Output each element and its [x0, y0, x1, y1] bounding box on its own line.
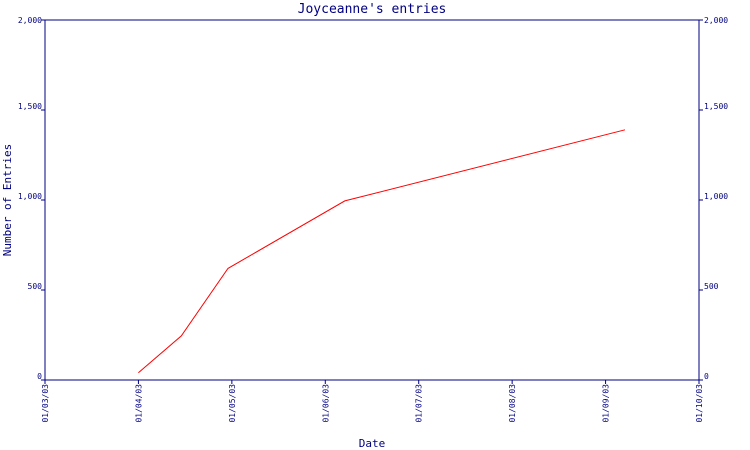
x-tick-label: 01/08/03 — [508, 384, 517, 423]
x-tick-label: 01/09/03 — [602, 384, 611, 423]
y-tick-label-right: 1,000 — [704, 192, 728, 201]
chart-title: Joyceanne's entries — [298, 2, 447, 17]
y-tick-label-left: 1,500 — [18, 102, 42, 111]
x-axis-label: Date — [359, 437, 386, 450]
plot-frame — [44, 19, 700, 381]
x-tick-label: 01/05/03 — [228, 384, 237, 423]
y-axis: 0 0 500 500 1,000 1,000 1,500 1,500 2,000 2,000 — [18, 16, 728, 381]
y-tick-label-left: 0 — [37, 372, 42, 381]
y-tick-label-right: 1,500 — [704, 102, 728, 111]
x-tick-label: 01/04/03 — [134, 384, 143, 423]
x-tick-label: 01/07/03 — [415, 384, 424, 423]
y-tick-label-right: 0 — [704, 372, 709, 381]
x-axis: 01/03/03 01/04/03 01/05/03 01/06/03 01/07/03… — [41, 380, 704, 423]
x-tick-label: 01/06/03 — [321, 384, 330, 423]
series-line — [138, 129, 626, 374]
x-tick-label: 01/10/03 — [695, 384, 704, 423]
x-tick-label: 01/03/03 — [41, 384, 50, 423]
y-tick-label-left: 2,000 — [18, 16, 42, 25]
y-axis-label: Number of Entries — [1, 144, 14, 257]
y-tick-label-left: 1,000 — [18, 192, 42, 201]
y-tick-label-right: 2,000 — [704, 16, 728, 25]
y-tick-label-right: 500 — [704, 282, 719, 291]
y-tick-label-left: 500 — [28, 282, 43, 291]
